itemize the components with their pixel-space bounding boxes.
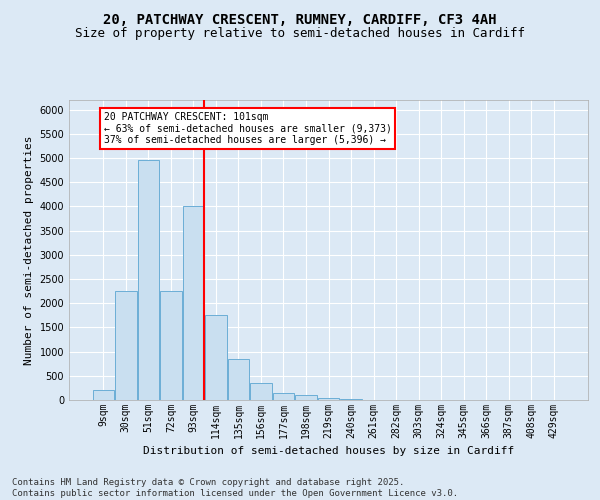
Bar bbox=[137, 160, 159, 400]
Bar bbox=[92, 390, 114, 400]
Y-axis label: Number of semi-detached properties: Number of semi-detached properties bbox=[24, 135, 34, 365]
Bar bbox=[295, 395, 317, 400]
Bar bbox=[273, 392, 294, 400]
Bar bbox=[340, 399, 362, 400]
Bar bbox=[318, 398, 339, 400]
X-axis label: Distribution of semi-detached houses by size in Cardiff: Distribution of semi-detached houses by … bbox=[143, 446, 514, 456]
Bar bbox=[205, 316, 227, 400]
Text: Size of property relative to semi-detached houses in Cardiff: Size of property relative to semi-detach… bbox=[75, 28, 525, 40]
Bar bbox=[115, 291, 137, 400]
Bar bbox=[228, 359, 249, 400]
Text: 20 PATCHWAY CRESCENT: 101sqm
← 63% of semi-detached houses are smaller (9,373)
3: 20 PATCHWAY CRESCENT: 101sqm ← 63% of se… bbox=[104, 112, 391, 146]
Text: Contains HM Land Registry data © Crown copyright and database right 2025.
Contai: Contains HM Land Registry data © Crown c… bbox=[12, 478, 458, 498]
Bar bbox=[250, 383, 272, 400]
Bar bbox=[182, 206, 204, 400]
Text: 20, PATCHWAY CRESCENT, RUMNEY, CARDIFF, CF3 4AH: 20, PATCHWAY CRESCENT, RUMNEY, CARDIFF, … bbox=[103, 12, 497, 26]
Bar bbox=[160, 291, 182, 400]
